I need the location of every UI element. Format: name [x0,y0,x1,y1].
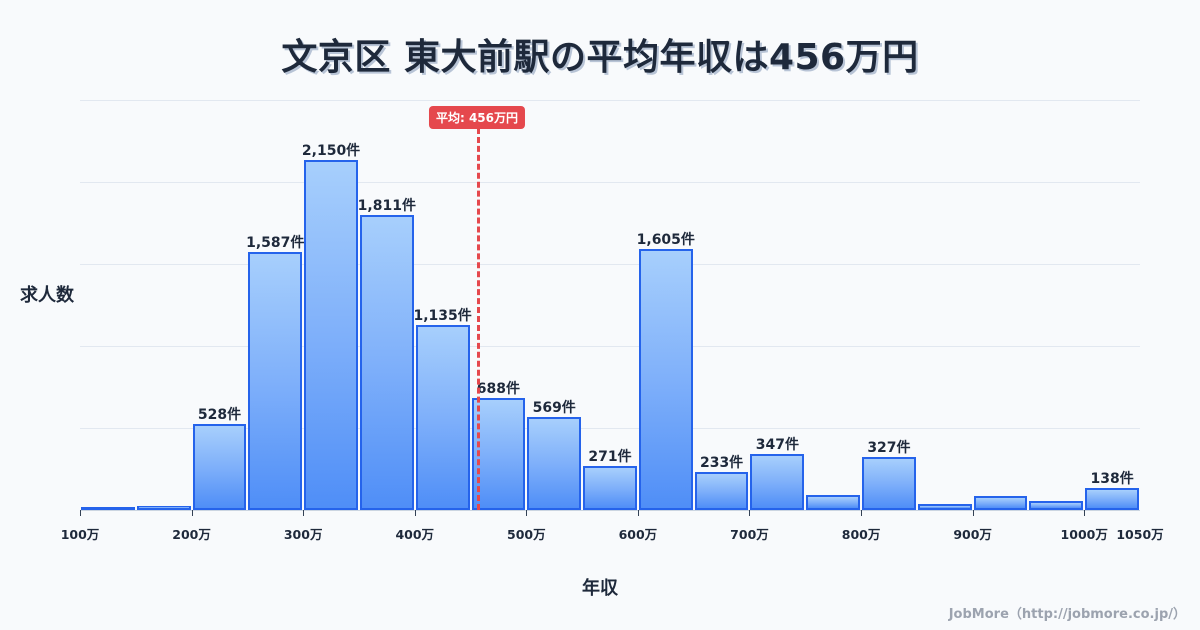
grid-line [80,100,1140,101]
bar-value-label: 688件 [476,381,521,398]
grid-line [80,346,1140,347]
x-tick [637,510,639,516]
histogram-bar [583,465,637,510]
x-tick [526,510,528,516]
bar-value-label: 271件 [588,448,632,465]
histogram-bar [694,472,749,510]
y-axis-label: 求人数 [20,285,74,306]
histogram-bar [248,251,303,510]
x-tick-label: 800万 [841,527,881,542]
x-tick [972,510,974,516]
chart-title: 文京区 東大前駅の平均年収は456万円 [281,37,919,78]
x-tick-label: 400万 [395,527,435,542]
x-tick [80,510,81,516]
x-tick [861,510,863,516]
x-tick-label: 1000万 [1060,527,1108,542]
x-tick-label: 1050万 [1116,527,1164,542]
histogram-bar [973,496,1028,510]
histogram-bar [471,398,526,510]
x-tick-label: 700万 [730,527,769,542]
histogram-bar [304,160,358,510]
x-tick-label: 100万 [60,527,100,542]
bar-value-label: 327件 [867,439,911,456]
x-tick [749,510,751,516]
grid-line [80,182,1140,183]
histogram-bar [862,456,916,510]
grid-line [80,428,1140,429]
x-tick [303,510,305,516]
x-tick-label: 300万 [283,527,323,542]
x-tick-label: 900万 [953,527,992,542]
histogram-bar [638,248,693,510]
bar-value-label: 2,150件 [301,143,361,160]
x-axis-label: 年収 [582,578,618,599]
x-tick [191,510,193,516]
histogram-bar [750,453,805,510]
histogram-bar [415,325,470,510]
watermark: JobMore（http://jobmore.co.jp/） [948,607,1186,622]
x-axis-line [80,510,1140,511]
bar-value-label: 528件 [197,407,242,424]
x-tick [1084,510,1086,516]
mean-badge: 平均: 456万円 [428,106,526,129]
histogram-bar [136,505,191,510]
mean-line [477,128,480,510]
histogram-bar [359,215,414,510]
bar-value-label: 233件 [699,455,744,472]
histogram-bar [806,495,861,510]
histogram-bar [1029,501,1084,510]
plot-area: 528件 1,587件 2,150件 1,811件 1,135件 688件 569件 271件… [80,100,1140,510]
bar-value-label: 569件 [532,400,576,417]
bar-value-label: 1,135件 [413,308,472,325]
x-tick [414,510,416,516]
x-tick-label: 600万 [618,527,658,542]
bar-value-label: 1,811件 [357,198,416,215]
bar-value-label: 138件 [1090,470,1134,487]
x-tick-label: 500万 [507,527,546,542]
grid-line [80,264,1140,265]
histogram-bar [81,507,135,510]
bar-value-label: 347件 [755,436,799,453]
histogram-bar [192,424,247,510]
bar-value-label: 1,605件 [636,231,695,248]
histogram-bar [527,417,582,510]
x-tick-label: 200万 [172,527,211,542]
histogram-bar [917,503,972,510]
histogram-bar [1085,487,1139,510]
bar-value-label: 1,587件 [246,234,305,251]
